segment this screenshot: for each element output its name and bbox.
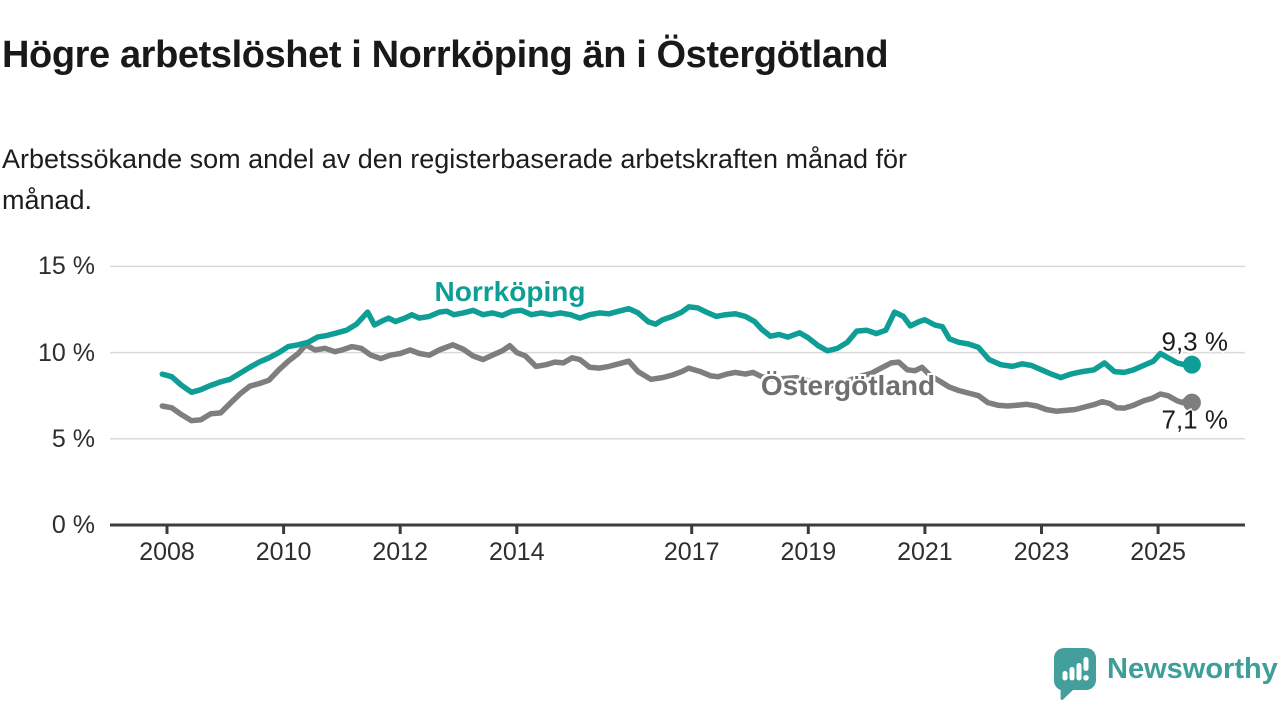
speech-bubble-shape xyxy=(1054,648,1096,700)
series-line-ostergotland xyxy=(159,342,1195,424)
y-axis-tick-label: 0 % xyxy=(51,511,95,539)
x-axis-tick-label: 2014 xyxy=(488,538,545,566)
series-label-ostergotland: Östergötland xyxy=(760,370,936,401)
y-axis-tick-label: 5 % xyxy=(51,424,95,453)
end-value-label-norrkoping: 9,3 % xyxy=(1161,326,1229,357)
series-label-norrkoping: Norrköping xyxy=(434,276,586,307)
exclamation-bar xyxy=(1083,657,1089,671)
newsworthy-logo-icon xyxy=(1054,648,1097,705)
x-axis-tick-label: 2019 xyxy=(780,538,837,566)
series-line-norrkoping xyxy=(159,304,1195,396)
chart-subtitle: Arbetssökande som andel av den registerb… xyxy=(2,139,907,221)
y-axis-tick-label: 10 % xyxy=(38,338,95,367)
newsworthy-logo-text: Newsworthy xyxy=(1107,653,1278,685)
x-axis-tick-label: 2023 xyxy=(1013,538,1070,566)
bar-medium xyxy=(1069,667,1075,681)
bar-large xyxy=(1076,663,1082,681)
x-axis-tick-label: 2012 xyxy=(372,538,428,566)
y-axis-tick-label: 15 % xyxy=(38,252,95,281)
x-axis-tick-label: 2008 xyxy=(139,538,195,566)
chart-subtitle-line-1: Arbetssökande som andel av den registerb… xyxy=(2,144,908,174)
series-end-dot-norrkoping xyxy=(1182,355,1201,374)
x-axis-tick-label: 2017 xyxy=(663,538,720,566)
end-value-label-ostergotland: 7,1 % xyxy=(1161,404,1229,435)
x-axis-tick-label: 2021 xyxy=(897,538,953,566)
x-axis-tick-label: 2025 xyxy=(1130,538,1186,566)
chart-subtitle-line-2: månad. xyxy=(2,185,93,215)
series-end-dot-ostergotland xyxy=(1182,393,1201,412)
newsworthy-logo: Newsworthy xyxy=(1054,648,1278,705)
bar-small xyxy=(1062,671,1068,681)
page-title: Högre arbetslöshet i Norrköping än i Öst… xyxy=(2,34,889,76)
x-axis-tick-label: 2010 xyxy=(255,538,312,566)
exclamation-dot xyxy=(1083,675,1089,681)
